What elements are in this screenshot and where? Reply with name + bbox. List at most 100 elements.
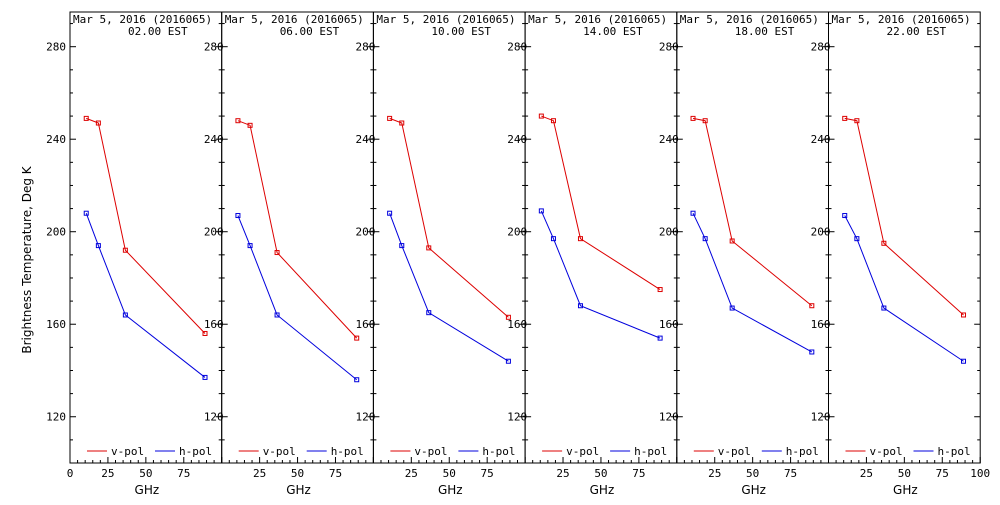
panel-4: Mar 5, 2016 (2016065)14.00 EST 120 160 200 2… [507, 11, 678, 497]
series-line-h-pol [844, 215, 964, 362]
panel-frame [828, 11, 981, 464]
x-tick-label: 50 [291, 467, 304, 480]
x-axis-label: GHz [135, 483, 160, 497]
panel-title-date: Mar 5, 2016 (2016065) [832, 13, 971, 26]
x-axis-label: GHz [893, 483, 918, 497]
legend: v-pol h-pol [542, 445, 667, 458]
x-tick-label: 25 [708, 467, 721, 480]
panel-2: Mar 5, 2016 (2016065)06.00 EST 120 160 200 2… [204, 11, 374, 497]
data-point-h-pol [577, 303, 583, 309]
panel-frame [524, 11, 678, 464]
series-line-h-pol [237, 215, 358, 381]
x-axis-label: GHz [741, 483, 766, 497]
y-tick-label: 280 [356, 41, 376, 54]
x-tick-label: 50 [139, 467, 152, 480]
panel-3: Mar 5, 2016 (2016065)10.00 EST 120 160 200 2… [356, 11, 526, 497]
panel-frame [221, 11, 374, 464]
x-tick-label: 75 [936, 467, 949, 480]
y-tick-label: 240 [204, 133, 224, 146]
x-tick-label: 50 [898, 467, 911, 480]
data-point-v-pol [95, 120, 101, 126]
panel-title-time: 18.00 EST [735, 25, 795, 38]
data-point-h-pol [122, 312, 128, 318]
data-point-h-pol [881, 305, 887, 311]
legend-label-v-pol: v-pol [718, 445, 751, 458]
y-tick-label: 240 [659, 133, 679, 146]
y-tick-label: 160 [659, 318, 679, 331]
y-tick-label: 120 [204, 411, 224, 424]
series-line-h-pol [540, 210, 661, 339]
legend-label-v-pol: v-pol [263, 445, 296, 458]
data-point-h-pol [354, 377, 360, 383]
x-tick-label: 75 [329, 467, 342, 480]
legend-label-h-pol: h-pol [938, 445, 971, 458]
x-axis-label: GHz [590, 483, 615, 497]
data-point-h-pol [387, 210, 393, 216]
x-tick-label: 25 [860, 467, 873, 480]
data-point-h-pol [202, 374, 208, 380]
legend-label-v-pol: v-pol [870, 445, 903, 458]
data-point-v-pol [702, 118, 708, 124]
data-point-h-pol [83, 210, 89, 216]
panel-title-time: 22.00 EST [887, 25, 947, 38]
data-point-v-pol [426, 245, 432, 251]
panel-title-date: Mar 5, 2016 (2016065) [376, 13, 515, 26]
data-point-v-pol [729, 238, 735, 244]
y-tick-label: 200 [356, 226, 376, 239]
data-point-v-pol [961, 312, 967, 318]
panel-5: Mar 5, 2016 (2016065)18.00 EST 120 160 200 2… [659, 11, 829, 497]
x-tick-label: 25 [556, 467, 569, 480]
panel-title-date: Mar 5, 2016 (2016065) [225, 13, 364, 26]
y-tick-label: 160 [811, 318, 831, 331]
panel-title-time: 02.00 EST [128, 25, 188, 38]
legend-label-h-pol: h-pol [482, 445, 515, 458]
y-tick-label: 240 [811, 133, 831, 146]
data-point-h-pol [842, 213, 848, 219]
x-tick-label: 50 [594, 467, 607, 480]
panel-title-time: 10.00 EST [431, 25, 491, 38]
panel-1: Mar 5, 2016 (2016065)02.00 EST 120 160 200 2… [46, 11, 223, 497]
data-point-v-pol [122, 247, 128, 253]
y-tick-label: 280 [507, 41, 527, 54]
panel-frame [676, 11, 829, 464]
data-point-v-pol [842, 115, 848, 121]
x-axis-label: GHz [438, 483, 463, 497]
legend: v-pol h-pol [693, 445, 819, 458]
legend-label-h-pol: h-pol [786, 445, 819, 458]
series-line-v-pol [844, 117, 964, 316]
data-point-v-pol [690, 115, 696, 121]
data-point-h-pol [657, 335, 663, 341]
panel-title-time: 06.00 EST [280, 25, 340, 38]
y-tick-label: 160 [507, 318, 527, 331]
data-point-h-pol [809, 349, 815, 355]
x-tick-label: 25 [101, 467, 114, 480]
y-tick-label: 200 [507, 226, 527, 239]
data-point-v-pol [202, 330, 208, 336]
legend-label-h-pol: h-pol [179, 445, 212, 458]
data-point-v-pol [399, 120, 405, 126]
y-tick-label: 120 [659, 411, 679, 424]
legend-label-v-pol: v-pol [414, 445, 447, 458]
data-point-v-pol [550, 118, 556, 124]
data-point-h-pol [961, 358, 967, 364]
y-tick-label: 280 [204, 41, 224, 54]
data-point-v-pol [577, 236, 583, 242]
x-tick-label: 75 [177, 467, 190, 480]
y-tick-label: 240 [356, 133, 376, 146]
y-tick-label: 160 [204, 318, 224, 331]
x-axis-label: GHz [286, 483, 311, 497]
data-point-v-pol [854, 118, 860, 124]
legend: v-pol h-pol [845, 445, 971, 458]
data-point-v-pol [354, 335, 360, 341]
data-point-v-pol [274, 250, 280, 256]
series-line-v-pol [237, 120, 358, 339]
legend: v-pol h-pol [238, 445, 364, 458]
x-tick-label: 50 [746, 467, 759, 480]
data-point-h-pol [95, 243, 101, 249]
y-tick-label: 280 [46, 41, 66, 54]
series-line-v-pol [541, 115, 661, 290]
series-line-v-pol [389, 117, 509, 318]
data-point-v-pol [809, 303, 815, 309]
y-tick-label: 200 [659, 226, 679, 239]
